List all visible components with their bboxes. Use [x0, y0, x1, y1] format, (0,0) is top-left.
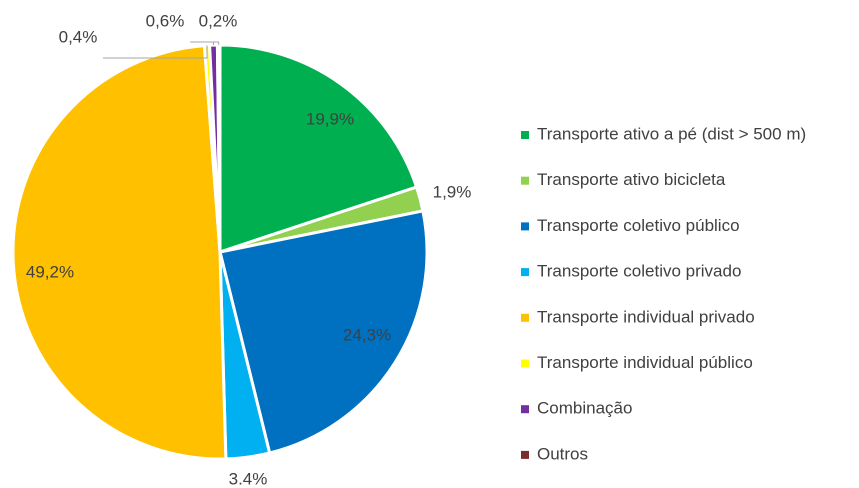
leader-line: [208, 41, 220, 46]
legend-marker: [521, 176, 529, 185]
pie-slice: [11, 43, 228, 461]
legend-marker: [521, 313, 529, 322]
data-label: 19,9%: [306, 109, 354, 128]
legend-label: Outros: [537, 444, 588, 463]
legend-label: Transporte individual público: [537, 353, 753, 372]
data-label: 49,2%: [26, 262, 74, 281]
legend-marker: [521, 359, 529, 368]
data-label: 0,6%: [146, 11, 185, 30]
legend-marker: [521, 222, 529, 231]
legend-marker: [521, 405, 529, 414]
data-label: 24,3%: [343, 325, 391, 344]
data-label: 0,4%: [59, 27, 98, 46]
data-label: 1,9%: [433, 182, 472, 201]
legend-marker: [521, 450, 529, 459]
pie-slice: [218, 43, 419, 255]
legend-label: Transporte individual privado: [537, 307, 755, 326]
legend-label: Transporte coletivo público: [537, 216, 740, 235]
pie-slice: [215, 43, 222, 253]
legend-label: Combinação: [537, 399, 632, 418]
legend-marker: [521, 268, 529, 277]
data-label: 3.4%: [229, 469, 268, 488]
legend-label: Transporte ativo bicicleta: [537, 170, 726, 189]
data-label: 0,2%: [199, 11, 238, 30]
legend-label: Transporte ativo a pé (dist > 500 m): [537, 124, 806, 143]
pie-slice: [218, 209, 429, 455]
legend-label: Transporte coletivo privado: [537, 262, 741, 281]
legend-marker: [521, 131, 529, 139]
leader-line: [103, 45, 208, 59]
